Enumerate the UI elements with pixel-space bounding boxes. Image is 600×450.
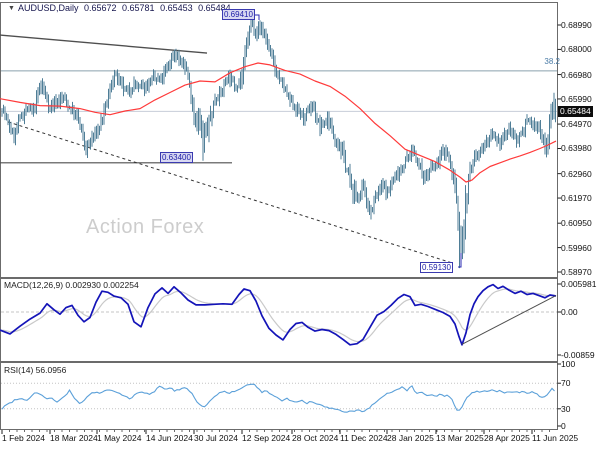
macd-panel <box>0 283 557 346</box>
macd-line <box>0 283 557 346</box>
candlestick-series <box>1 10 556 269</box>
price-levels <box>0 34 557 264</box>
macd-signal-line <box>0 288 557 343</box>
price-axis-tick-label: 0.65990 <box>561 94 592 104</box>
time-axis-tick-label: 28 Apr 2025 <box>484 433 530 443</box>
ohlc-low: 0.65453 <box>160 3 193 13</box>
price-axis-tick-label: 0.61970 <box>561 193 592 203</box>
watermark: Action Forex <box>86 216 205 238</box>
chart-title: ▼ AUDUSD,Daily 0.65672 0.65781 0.65453 0.… <box>8 3 234 13</box>
time-axis-tick-label: 14 Jun 2024 <box>146 433 193 443</box>
macd-axis-tick-label: -0.00859 <box>561 350 595 360</box>
rsi-panel-title: RSI(14) 56.0956 <box>4 365 67 375</box>
macd-trendline <box>461 295 557 345</box>
axis-ticks <box>1 24 561 434</box>
panel-frames <box>0 2 558 430</box>
rsi-axis-tick-label: 70 <box>561 378 571 388</box>
time-axis-tick-label: 18 Mar 2024 <box>50 433 98 443</box>
price-axis-tick-label: 0.68000 <box>561 44 592 54</box>
price-axis-tick-label: 0.68990 <box>561 20 592 30</box>
time-axis-tick-label: 1 May 2024 <box>97 433 142 443</box>
symbol-period-label: AUDUSD,Daily <box>17 3 79 13</box>
current-price-badge: 0.65484 <box>558 106 593 117</box>
price-axis-tick-label: 0.62960 <box>561 169 592 179</box>
price-axis-tick-label: 0.63980 <box>561 143 592 153</box>
time-axis-tick-label: 11 Dec 2024 <box>340 433 388 443</box>
rsi-line <box>1 383 555 413</box>
time-axis-tick-label: 28 Oct 2024 <box>292 433 339 443</box>
time-axis-tick-label: 1 Feb 2024 <box>2 433 46 443</box>
macd-panel-title: MACD(12,26,9) 0.002930 0.002254 <box>4 280 139 290</box>
price-axis-tick-label: 0.66980 <box>561 70 592 80</box>
price-axis-tick-label: 0.59960 <box>561 243 592 253</box>
macd-axis-tick-label: 0.00 <box>561 307 578 317</box>
rsi-axis-tick-label: 100 <box>561 359 576 369</box>
time-axis-tick-label: 28 Jan 2025 <box>387 433 434 443</box>
fib-382-label[interactable]: 38.2 <box>544 57 560 66</box>
swing-high-price-label[interactable]: 0.69410 <box>222 9 255 20</box>
ohlc-high: 0.65781 <box>122 3 155 13</box>
label-connectors <box>255 14 462 268</box>
price-axis-tick-label: 0.58970 <box>561 267 592 277</box>
moving-average-line <box>0 62 557 183</box>
time-axis-tick-label: 13 Mar 2025 <box>436 433 484 443</box>
rsi-axis-tick-label: 0 <box>561 421 566 431</box>
ohlc-open: 0.65672 <box>83 3 117 13</box>
time-axis-tick-label: 30 Jul 2024 <box>194 433 238 443</box>
support-level-price-label[interactable]: 0.63400 <box>160 152 193 163</box>
crash-low-price-label[interactable]: 0.59130 <box>420 262 453 273</box>
price-axis-tick-label: 0.60950 <box>561 218 592 228</box>
time-axis-tick-label: 11 Jun 2025 <box>532 433 579 443</box>
rsi-axis-tick-label: 30 <box>561 404 571 414</box>
time-axis-tick-label: 12 Sep 2024 <box>242 433 291 443</box>
rsi-panel <box>1 382 557 413</box>
ohlc-close: 0.65484 <box>198 3 231 13</box>
symbol-dropdown-icon[interactable]: ▼ <box>8 5 15 12</box>
macd-axis-tick-label: 0.005981 <box>561 279 597 289</box>
price-axis-tick-label: 0.64970 <box>561 119 592 129</box>
